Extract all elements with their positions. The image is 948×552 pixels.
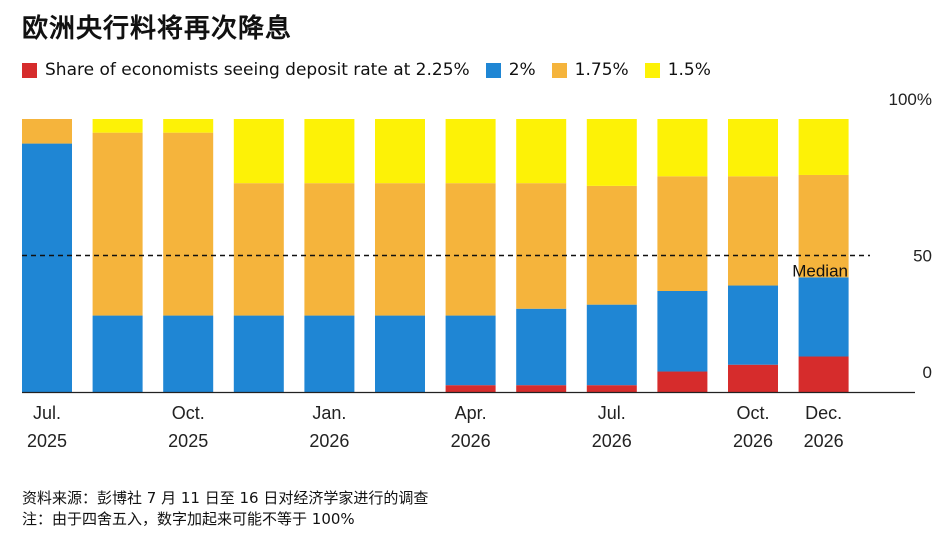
source-note: 资料来源：彭博社 7 月 11 日至 16 日对经济学家进行的调查 [22,489,429,507]
bar-segment-5-s3 [304,183,355,316]
bar-segment-5-s2 [304,315,355,392]
bar-segment-3-s2 [163,315,214,392]
bar-segment-11-s3 [728,176,778,286]
bar-segment-1-s3 [22,119,72,144]
bar-segment-12-s4 [798,119,849,175]
x-tick-label: Apr. [455,403,487,423]
bar-segment-8-s1 [516,385,567,392]
y-tick-label: 50 [913,247,932,266]
bar-segment-10-s2 [657,290,708,372]
x-tick-label: 2026 [309,431,349,451]
bar-segment-7-s1 [445,385,496,392]
legend-swatch-red [22,62,37,78]
bar-segment-1-s2 [22,143,72,392]
bar-segment-2-s2 [92,315,143,392]
x-tick-label: 2025 [27,431,67,451]
y-tick-label: 0 [923,363,932,382]
bar-segment-12-s1 [798,356,849,392]
bar-segment-7-s4 [445,119,496,184]
bar-segment-10-s4 [657,119,708,177]
x-tick-label: Oct. [172,403,205,423]
x-tick-label: 2026 [592,431,632,451]
bar-segment-10-s3 [657,176,708,291]
bar-segment-9-s4 [586,119,637,186]
bar-segment-12-s2 [798,277,849,357]
bar-segment-7-s2 [445,315,496,386]
legend-label: 1.75% [574,60,629,80]
x-tick-label: Oct. [736,403,769,423]
bar-segment-8-s4 [516,119,567,184]
bar-segment-6-s4 [375,119,425,184]
x-tick-label: 2026 [733,431,773,451]
y-tick-label: 100% [889,90,932,109]
legend-swatch-blue [485,62,501,78]
bar-segment-11-s1 [728,364,778,392]
bar-segment-2-s4 [92,119,143,133]
median-label: Median [792,262,848,281]
bars-group [22,119,849,392]
x-tick-label: 2025 [168,431,208,451]
stacked-bar-chart: Median 100% 50 0 Jul. 2025 Oct. 2025 Jan. 2026 Apr… [22,90,932,451]
chart-title: 欧洲央行料将再次降息 [22,14,293,44]
bar-segment-12-s3 [798,174,849,278]
x-tick-label: Jan. [312,403,346,423]
bar-segment-4-s2 [233,315,284,392]
x-tick-label: 2026 [451,431,491,451]
legend-item-2: 2% [485,60,536,80]
bar-segment-10-s1 [657,371,708,392]
bar-segment-3-s3 [163,132,214,316]
bar-segment-9-s1 [586,385,637,392]
legend-label: 1.5% [667,60,711,80]
x-tick-label: Dec. [805,403,842,423]
bar-segment-11-s2 [728,285,778,365]
rounding-note: 注：由于四舍五入，数字加起来可能不等于 100% [22,510,355,528]
bar-segment-5-s4 [304,119,355,184]
bar-segment-8-s3 [516,183,567,309]
bar-segment-6-s2 [375,315,425,392]
legend-item-1-75: 1.75% [551,60,629,80]
bar-segment-9-s3 [586,185,637,305]
footer: 资料来源：彭博社 7 月 11 日至 16 日对经济学家进行的调查 注：由于四舍… [22,488,428,530]
x-tick-label: 2026 [804,431,844,451]
legend: Share of economists seeing deposit rate … [22,60,727,80]
bar-segment-3-s4 [163,119,214,133]
x-tick-label: Jul. [33,403,61,423]
x-tick-label: Jul. [598,403,626,423]
legend-item-2-25: Share of economists seeing deposit rate … [22,60,470,80]
bar-segment-11-s4 [728,119,778,177]
legend-label: 2% [508,60,536,80]
legend-label: Share of economists seeing deposit rate … [45,60,470,80]
bar-segment-7-s3 [445,183,496,316]
bar-segment-8-s2 [516,308,567,386]
bar-segment-6-s3 [375,183,425,316]
bar-segment-9-s2 [586,304,637,386]
legend-swatch-yellow [644,62,660,78]
bar-segment-4-s3 [233,183,284,316]
axis-group: Median 100% 50 0 Jul. 2025 Oct. 2025 Jan. 2026 Apr… [22,90,932,451]
legend-item-1-5: 1.5% [644,60,711,80]
legend-swatch-orange [551,62,567,78]
bar-segment-2-s3 [92,132,143,316]
bar-segment-4-s4 [233,119,284,184]
